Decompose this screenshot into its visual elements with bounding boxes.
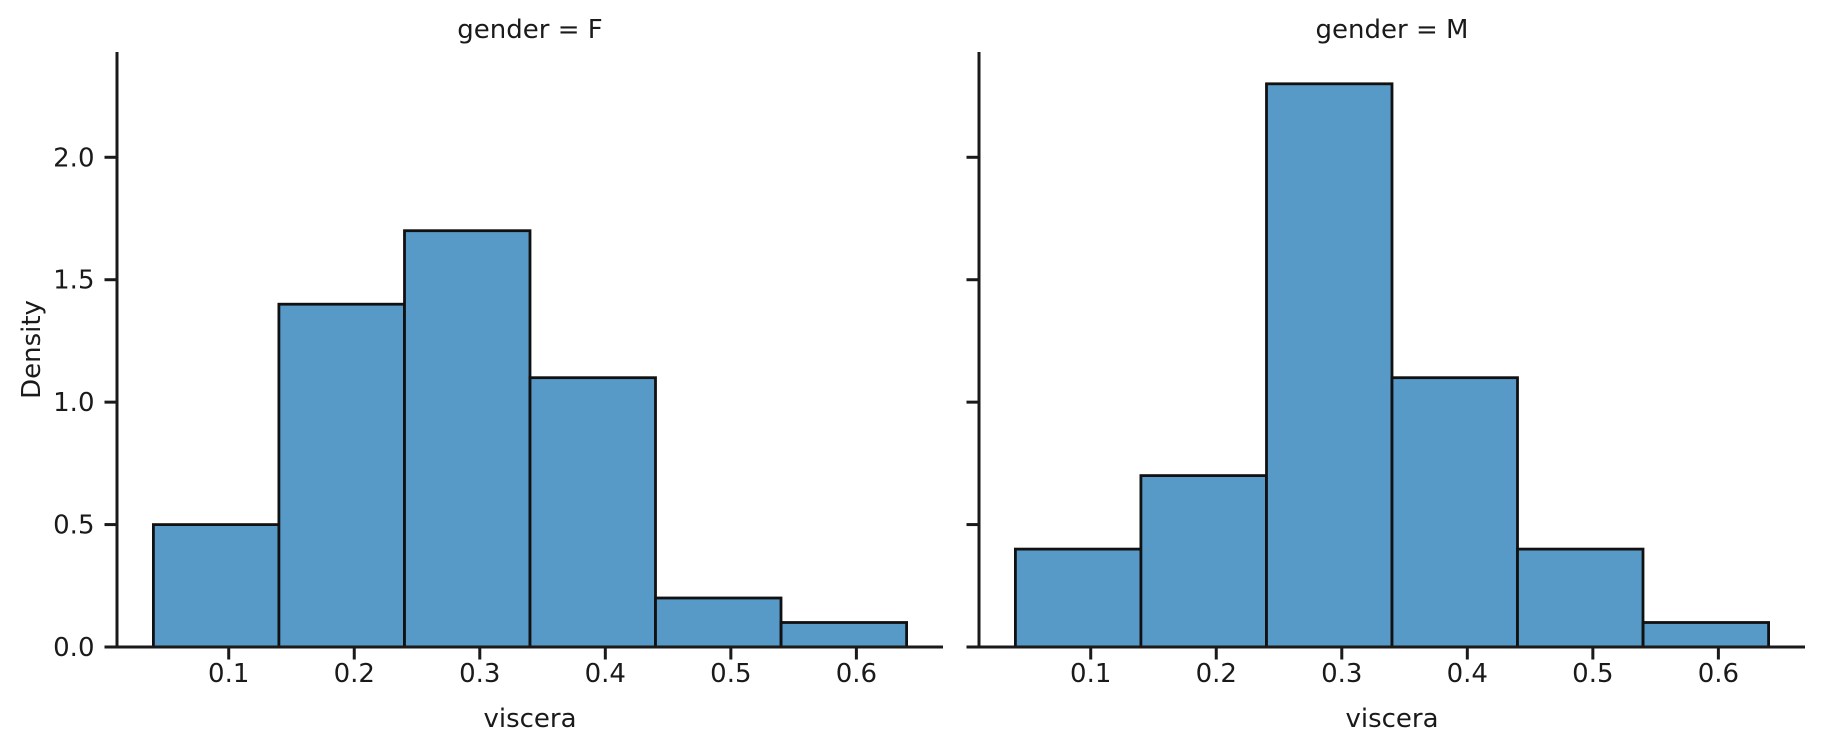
x-tick-label: 0.2: [1196, 659, 1237, 689]
x-tick-label: 0.3: [1321, 659, 1362, 689]
y-tick-label: 1.5: [53, 266, 94, 296]
facet-panel-2: 0.1 0.2 0.3 0.4 0.5 0.6 gender = M viscera: [966, 15, 1805, 734]
y-tick-label: 2.0: [53, 143, 94, 173]
x-tick-label: 0.5: [710, 659, 751, 689]
y-tick-label: 0.5: [53, 511, 94, 541]
histogram-bar: [1390, 376, 1519, 649]
x-tick-label: 0.1: [1070, 659, 1111, 689]
histogram-bar: [277, 302, 406, 649]
histogram-bar: [1265, 82, 1394, 649]
histogram-bar: [1641, 621, 1770, 649]
histogram-bar: [403, 229, 532, 649]
y-tick-label: 1.0: [53, 388, 94, 418]
x-tick-label: 0.4: [585, 659, 626, 689]
x-tick-label: 0.3: [459, 659, 500, 689]
x-tick-label: 0.6: [1698, 659, 1739, 689]
facet-title: gender = M: [1316, 15, 1469, 45]
x-tick-label: 0.6: [836, 659, 877, 689]
facet-title: gender = F: [457, 15, 602, 45]
x-tick-label: 0.2: [334, 659, 375, 689]
x-tick-label: 0.4: [1447, 659, 1488, 689]
histogram-bar: [1139, 474, 1268, 649]
x-tick-label: 0.5: [1572, 659, 1613, 689]
facet-panel-1: 0.1 0.2 0.3 0.4 0.5 0.6 0.0 0.5 1.0 1.5 2.0 gender …: [53, 15, 943, 734]
histogram-bar: [654, 596, 783, 649]
y-axis-label: Density: [17, 300, 47, 399]
y-tick-label: 0.0: [53, 633, 94, 663]
histogram-bar: [1014, 547, 1143, 649]
x-axis-label: viscera: [1345, 704, 1438, 734]
x-axis-label: viscera: [483, 704, 576, 734]
histogram-bar: [779, 621, 908, 649]
x-tick-label: 0.1: [208, 659, 249, 689]
histogram-bar: [528, 376, 657, 649]
histogram-bar: [1516, 547, 1645, 649]
histogram-bar: [151, 523, 281, 649]
